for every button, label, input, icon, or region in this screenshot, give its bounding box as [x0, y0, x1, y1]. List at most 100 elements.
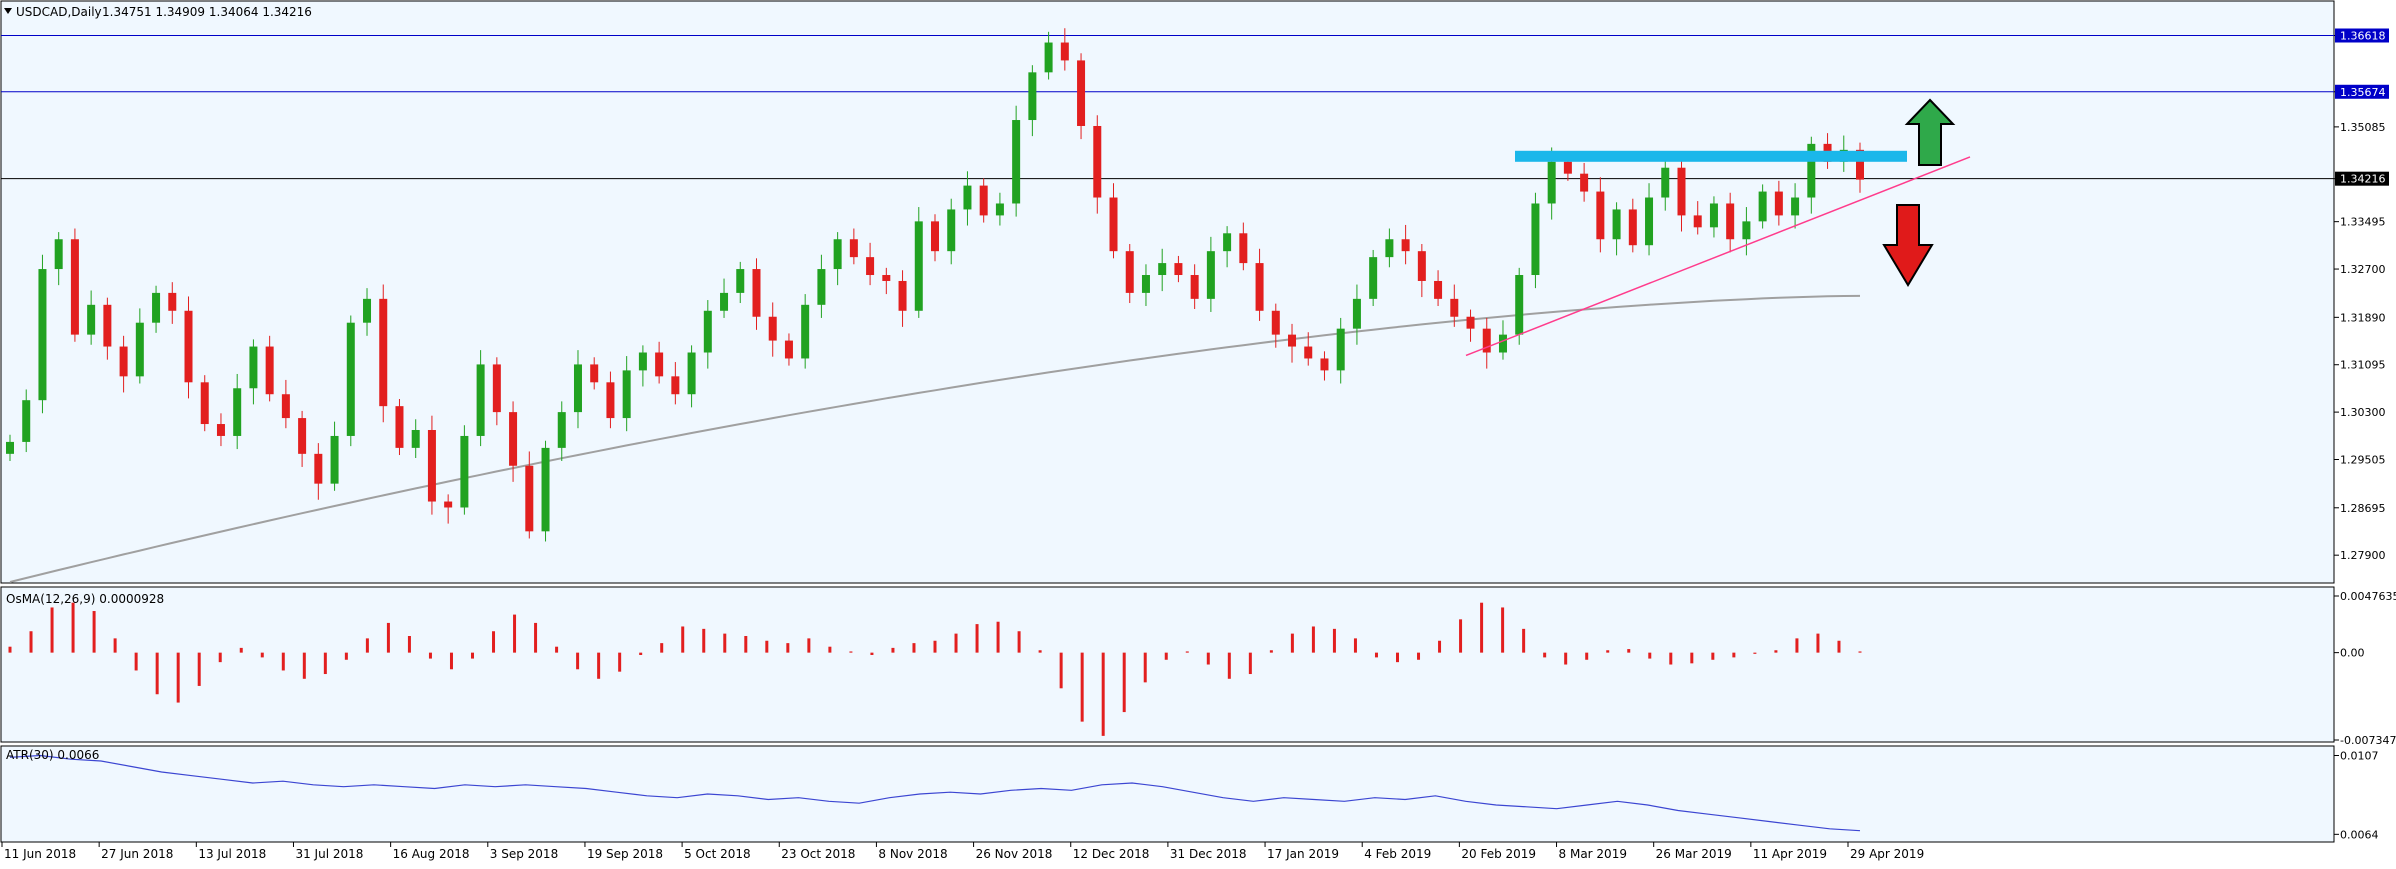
candle-body [849, 239, 858, 258]
candle [1693, 201, 1702, 235]
chart-ohlc: 1.34751 1.34909 1.34064 1.34216 [102, 5, 312, 19]
candle [152, 285, 161, 333]
candle-body [931, 221, 939, 252]
moving-average-line [9, 294, 1861, 583]
candle-body [1271, 310, 1280, 335]
candle-body [314, 453, 323, 484]
candle [119, 335, 128, 393]
date-label: 26 Mar 2019 [1656, 847, 1732, 861]
candle-body [1547, 161, 1556, 204]
candle-body [1093, 125, 1102, 198]
candle [1645, 183, 1654, 256]
candle-body [1255, 263, 1264, 311]
candle [1271, 303, 1280, 348]
candle [1174, 255, 1183, 283]
candle-body [914, 221, 923, 311]
candle [1028, 65, 1037, 137]
candle [1369, 249, 1378, 307]
date-label: 23 Oct 2018 [781, 847, 855, 861]
candle-body [573, 364, 582, 413]
price-label-box [2335, 84, 2389, 99]
candle [1255, 248, 1264, 321]
candle-body [200, 382, 209, 425]
candle [1580, 162, 1589, 202]
candle [22, 389, 31, 453]
price-label: 1.28695 [2340, 502, 2386, 515]
candle [444, 494, 453, 524]
candle [38, 254, 47, 414]
candle [1709, 196, 1718, 238]
candle-body [1726, 203, 1735, 240]
date-label: 16 Aug 2018 [393, 847, 470, 861]
candle [1239, 222, 1248, 271]
candle [1791, 183, 1800, 229]
candle-body [1709, 203, 1718, 228]
axes-layer: 1.36618 1.35674 1.35085 1.34216 1.33495 1.327… [1, 28, 2396, 861]
candle-body [281, 394, 290, 419]
candle-body [768, 316, 777, 341]
candle [314, 443, 323, 500]
candle [622, 356, 631, 432]
candle-body [6, 441, 14, 454]
candle-body [411, 429, 420, 448]
candle-body [1563, 161, 1572, 174]
candle-body [103, 304, 112, 347]
candle [1742, 207, 1751, 256]
candle [1044, 31, 1053, 80]
candle [103, 297, 112, 360]
candle [914, 207, 923, 318]
price-label: 1.35674 [2340, 86, 2386, 99]
candle-body [947, 209, 956, 252]
candle [1661, 160, 1670, 211]
candle-body [1304, 346, 1313, 359]
candle [1223, 226, 1232, 268]
candle [1060, 28, 1069, 71]
price-label: 1.33495 [2340, 216, 2386, 229]
osma-tick-label: 0.0047635 [2340, 590, 2396, 603]
candle [1498, 320, 1507, 360]
candle-body [1320, 358, 1329, 371]
candle [1612, 202, 1621, 256]
candle-body [866, 257, 875, 276]
arrow-up-icon [1904, 98, 1956, 166]
date-label: 20 Feb 2019 [1461, 847, 1536, 861]
candle [1450, 284, 1459, 327]
candle [963, 171, 972, 226]
candle-body [1044, 42, 1053, 73]
candle [1628, 198, 1637, 253]
candle [1125, 244, 1134, 304]
candle [1190, 264, 1199, 309]
candle-body [38, 269, 47, 401]
atr-label: ATR(30) 0.0066 [6, 748, 99, 762]
candle-body [492, 364, 501, 413]
candle-body [1223, 233, 1232, 252]
candle-body [1109, 197, 1118, 252]
price-label-box [2335, 28, 2389, 43]
candle [1109, 183, 1118, 259]
candle-body [557, 412, 566, 448]
candle [1807, 136, 1816, 214]
candle [590, 357, 599, 390]
candle [1352, 284, 1361, 345]
candle [184, 296, 193, 399]
candle-body [801, 304, 810, 359]
candle-body [541, 447, 550, 532]
candle-body [1385, 239, 1394, 258]
candle-body [1141, 275, 1150, 293]
candle [655, 341, 664, 384]
candle [1726, 192, 1735, 253]
candle [1677, 156, 1686, 232]
candle [363, 288, 372, 336]
collapse-triangle-icon[interactable] [4, 8, 12, 14]
date-label: 17 Jan 2019 [1267, 847, 1339, 861]
candle [557, 401, 566, 461]
candle-body [298, 418, 307, 454]
candle [833, 232, 842, 286]
date-label: 19 Sep 2018 [587, 847, 663, 861]
candle [87, 290, 96, 345]
candle [817, 254, 826, 318]
candle [947, 198, 956, 265]
date-label: 11 Jun 2018 [4, 847, 76, 861]
candle-body [638, 352, 647, 371]
candle-body [22, 400, 31, 442]
